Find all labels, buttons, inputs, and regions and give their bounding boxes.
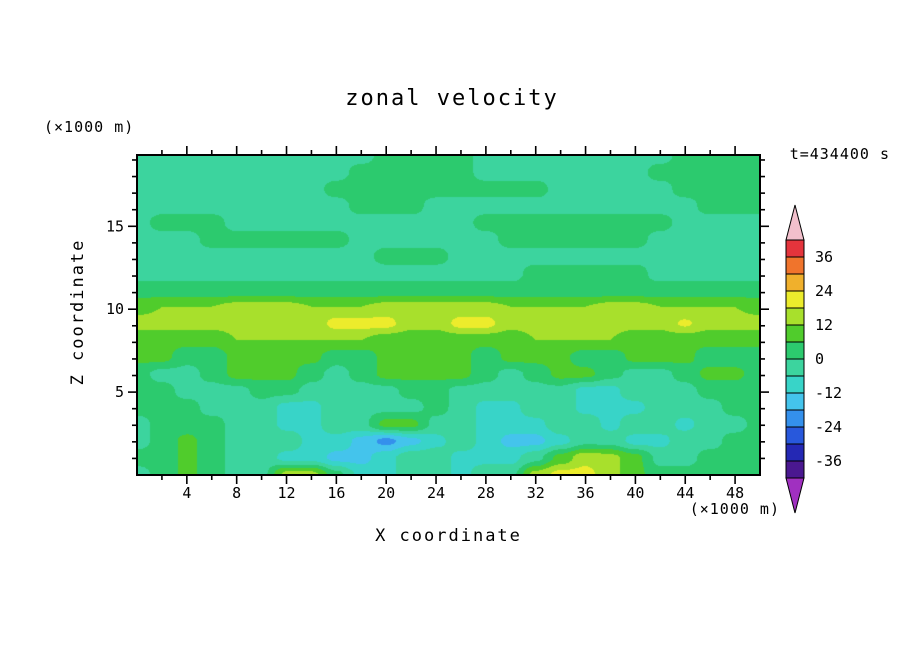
- colorbar-band: [785, 358, 805, 377]
- colorbar-band: [785, 392, 805, 411]
- x-tick-label: 8: [232, 484, 241, 502]
- x-tick-label: 44: [676, 484, 694, 502]
- colorbar-arrow-top: [785, 204, 805, 241]
- colorbar-band: [785, 324, 805, 343]
- x-tick-label: 48: [726, 484, 744, 502]
- x-tick-label: 32: [527, 484, 545, 502]
- colorbar-band: [785, 426, 805, 445]
- colorbar-band: [785, 443, 805, 462]
- x-tick-label: 4: [182, 484, 191, 502]
- x-tick-label: 40: [626, 484, 644, 502]
- colorbar-label: 24: [815, 282, 833, 300]
- contour-field-canvas: [137, 155, 760, 475]
- x-tick-label: 28: [477, 484, 495, 502]
- colorbar-label: -24: [815, 418, 842, 436]
- colorbar-band: [785, 375, 805, 394]
- colorbar-label: -12: [815, 384, 842, 402]
- timestamp-label: t=434400 s: [789, 145, 890, 163]
- colorbar-band: [785, 341, 805, 360]
- x-tick-label: 16: [327, 484, 345, 502]
- colorbar-label: 36: [815, 248, 833, 266]
- colorbar-label: 12: [815, 316, 833, 334]
- x-tick-label: 24: [427, 484, 445, 502]
- colorbar-arrow-bottom: [785, 477, 805, 514]
- plot-frame: [136, 154, 761, 476]
- colorbar-band: [785, 273, 805, 292]
- colorbar-label: 0: [815, 350, 824, 368]
- colorbar-band: [785, 239, 805, 258]
- colorbar-band: [785, 256, 805, 275]
- colorbar-label: -36: [815, 452, 842, 470]
- x-tick-label: 20: [377, 484, 395, 502]
- colorbar-band: [785, 290, 805, 309]
- x-tick-label: 12: [277, 484, 295, 502]
- x-axis-units-label: (×1000 m): [689, 500, 780, 518]
- x-tick-label: 36: [577, 484, 595, 502]
- z-tick-label: 5: [115, 383, 124, 401]
- plot-title: zonal velocity: [345, 86, 559, 111]
- x-axis-title: X coordinate: [375, 526, 522, 546]
- z-tick-label: 10: [106, 300, 124, 318]
- colorbar-band: [785, 409, 805, 428]
- colorbar-band: [785, 460, 805, 479]
- z-tick-label: 15: [106, 217, 124, 235]
- colorbar-band: [785, 307, 805, 326]
- z-axis-units-label: (×1000 m): [44, 118, 135, 136]
